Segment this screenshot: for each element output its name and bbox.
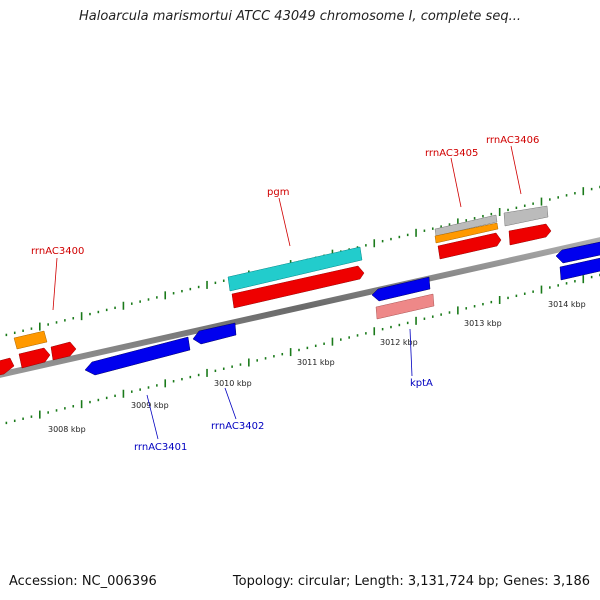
feature-reverse-cds[interactable]	[559, 257, 600, 281]
feature-forward-cds[interactable]	[437, 232, 502, 260]
feature-pgm-cds[interactable]	[231, 265, 365, 309]
feature-forward-cds[interactable]	[18, 347, 51, 369]
feature-pgm-cyan[interactable]	[227, 246, 363, 292]
gene-label-rrnAC3405[interactable]: rrnAC3405	[425, 148, 478, 159]
callouts	[52, 145, 522, 440]
feature-pseudo[interactable]	[375, 293, 435, 320]
tick-label-3011: 3011 kbp	[297, 358, 335, 367]
tick-label-3008: 3008 kbp	[48, 425, 86, 434]
feature-rna[interactable]	[434, 222, 499, 244]
feature-misc[interactable]	[503, 205, 549, 227]
feature-misc[interactable]	[434, 214, 498, 237]
feature-reverse-cds[interactable]	[371, 276, 431, 302]
gene-label-rrnAC3400[interactable]: rrnAC3400	[31, 246, 84, 257]
backbone	[0, 237, 600, 378]
feature-rna[interactable]	[13, 330, 48, 350]
gene-label-pgm[interactable]: pgm	[267, 187, 289, 198]
tick-label-3013: 3013 kbp	[464, 319, 502, 328]
feature-forward-cds[interactable]	[508, 223, 552, 246]
accession-text: Accession: NC_006396	[9, 574, 157, 589]
forward-features	[0, 205, 552, 376]
gene-label-rrnAC3401[interactable]: rrnAC3401	[134, 442, 187, 453]
feature-forward-cds[interactable]	[50, 341, 77, 361]
reverse-tick-track	[5, 273, 600, 425]
feature-reverse-cds[interactable]	[555, 241, 600, 264]
tick-label-3014: 3014 kbp	[548, 300, 586, 309]
feature-reverse-cds[interactable]	[192, 322, 237, 345]
tick-label-3012: 3012 kbp	[380, 338, 418, 347]
gene-label-kptA[interactable]: kptA	[410, 378, 433, 389]
gene-label-rrnAC3402[interactable]: rrnAC3402	[211, 421, 264, 432]
reverse-features	[84, 241, 600, 376]
tick-label-3010: 3010 kbp	[214, 379, 252, 388]
feature-forward-cds[interactable]	[0, 357, 15, 376]
feature-reverse-cds[interactable]	[84, 336, 191, 376]
gene-label-rrnAC3406[interactable]: rrnAC3406	[486, 135, 539, 146]
map-title: Haloarcula marismortui ATCC 43049 chromo…	[79, 9, 521, 24]
summary-text: Topology: circular; Length: 3,131,724 bp…	[232, 574, 590, 589]
